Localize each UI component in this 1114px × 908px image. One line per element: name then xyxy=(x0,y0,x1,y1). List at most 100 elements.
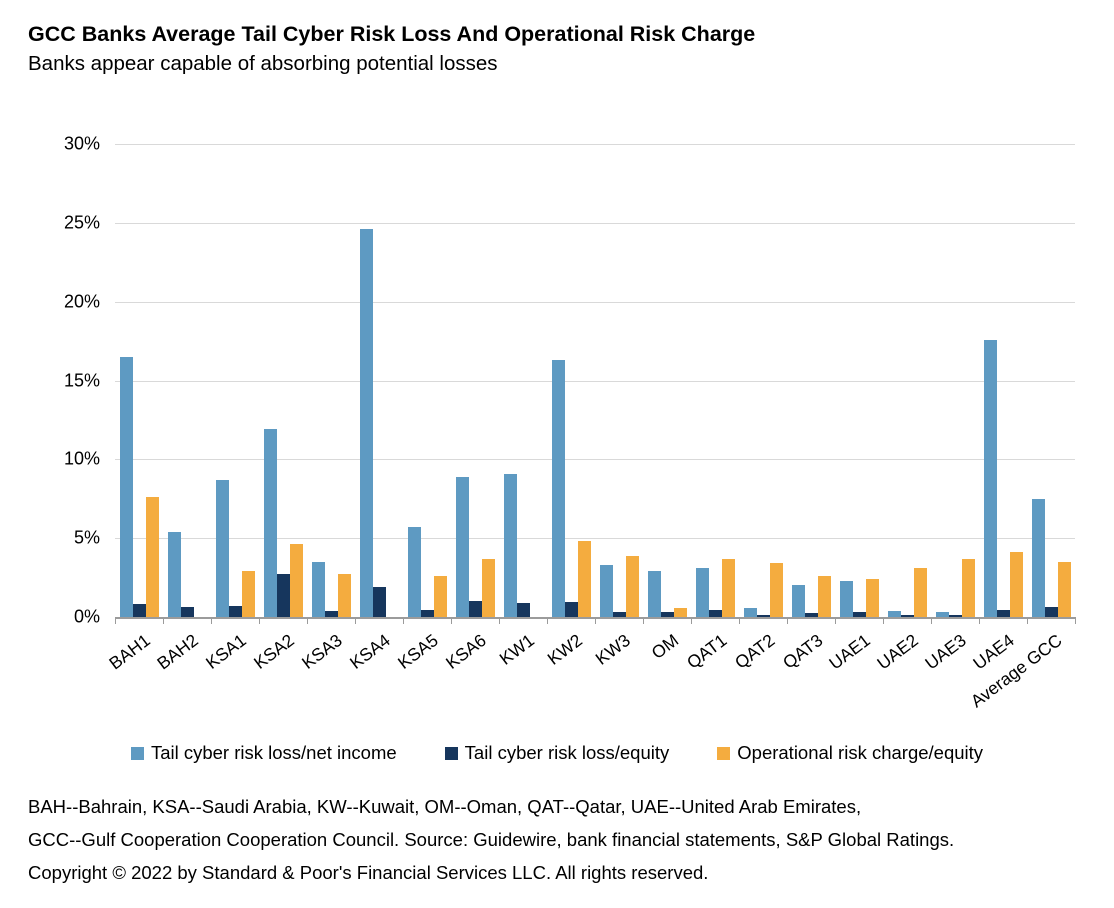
x-axis-tick xyxy=(691,619,692,624)
y-gridline xyxy=(115,144,1075,145)
y-gridline xyxy=(115,301,1075,303)
bar xyxy=(660,612,674,617)
x-tick-label: QAT3 xyxy=(778,630,827,673)
bar xyxy=(433,576,447,617)
bar xyxy=(145,497,159,617)
legend-label: Tail cyber risk loss/net income xyxy=(150,742,397,763)
x-axis-tick xyxy=(547,619,548,624)
bar xyxy=(132,604,146,617)
x-tick-label: KSA2 xyxy=(250,630,299,673)
footnotes: BAH--Bahrain, KSA--Saudi Arabia, KW--Kuw… xyxy=(28,790,954,889)
bar xyxy=(887,610,901,617)
bar xyxy=(1031,498,1045,617)
footnote-abbreviations: BAH--Bahrain, KSA--Saudi Arabia, KW--Kuw… xyxy=(28,796,862,817)
legend-label: Operational risk charge/equity xyxy=(737,742,984,763)
bar xyxy=(564,602,578,617)
bar xyxy=(119,356,133,617)
bar xyxy=(551,360,565,617)
x-axis-tick xyxy=(1027,619,1028,624)
bar xyxy=(324,611,338,617)
bar xyxy=(913,568,927,617)
bar xyxy=(1044,606,1058,617)
bar xyxy=(503,473,517,617)
x-axis-line xyxy=(115,617,1076,619)
bar xyxy=(215,479,229,617)
footnote-source: GCC--Gulf Cooperation Cooperation Counci… xyxy=(28,829,955,850)
bar xyxy=(839,580,853,617)
y-tick-label: 5% xyxy=(73,527,100,548)
bar xyxy=(167,531,181,617)
x-tick-label: KSA5 xyxy=(394,630,443,673)
x-tick-label: KSA6 xyxy=(442,630,491,673)
bar xyxy=(1057,561,1071,617)
bar xyxy=(276,574,290,617)
bar xyxy=(263,429,277,617)
x-tick-label: KW2 xyxy=(543,630,587,669)
x-axis-tick xyxy=(1075,619,1076,624)
x-axis-tick xyxy=(211,619,212,624)
x-tick-label: KW1 xyxy=(495,630,539,669)
bar xyxy=(743,607,757,617)
chart-title: GCC Banks Average Tail Cyber Risk Loss A… xyxy=(28,22,756,46)
bar xyxy=(983,339,997,617)
bar xyxy=(996,609,1010,617)
bar xyxy=(721,558,735,617)
bar xyxy=(948,615,962,617)
legend: Tail cyber risk loss/net income Tail cybe… xyxy=(0,742,1114,764)
bar xyxy=(647,571,661,617)
x-tick-label: OM xyxy=(647,630,683,663)
x-tick-label: BAH2 xyxy=(153,630,203,674)
bar xyxy=(865,579,879,617)
bar xyxy=(516,602,530,617)
bar xyxy=(289,544,303,617)
bar xyxy=(673,608,687,617)
bar xyxy=(817,576,831,617)
bar xyxy=(372,587,386,617)
x-axis-tick xyxy=(259,619,260,624)
x-axis-tick xyxy=(835,619,836,624)
bar xyxy=(769,562,783,617)
y-tick-label: 25% xyxy=(63,212,100,233)
bar xyxy=(577,541,591,617)
bar xyxy=(804,613,818,617)
footnote-copyright: Copyright © 2022 by Standard & Poor's Fi… xyxy=(28,862,709,883)
bar xyxy=(481,559,495,617)
y-tick-label: 30% xyxy=(63,133,100,154)
legend-item: Tail cyber risk loss/net income xyxy=(130,742,397,764)
bar xyxy=(180,606,194,617)
x-tick-label: QAT2 xyxy=(730,630,779,673)
bar xyxy=(311,561,325,617)
x-axis-tick xyxy=(595,619,596,624)
bar xyxy=(468,601,482,617)
bar xyxy=(359,229,373,617)
bar xyxy=(791,585,805,617)
x-tick-label: KSA3 xyxy=(298,630,347,673)
bar xyxy=(935,612,949,617)
x-axis-tick xyxy=(355,619,356,624)
x-axis-tick xyxy=(739,619,740,624)
x-axis-tick xyxy=(931,619,932,624)
x-tick-label: KW3 xyxy=(591,630,635,669)
x-tick-label: UAE1 xyxy=(825,630,875,674)
bar xyxy=(455,476,469,617)
x-axis-tick xyxy=(883,619,884,624)
x-axis-tick xyxy=(787,619,788,624)
x-tick-label: KSA4 xyxy=(346,630,395,673)
y-gridline xyxy=(115,222,1075,224)
bar xyxy=(961,558,975,617)
legend-item: Tail cyber risk loss/equity xyxy=(444,742,670,764)
x-axis-tick xyxy=(307,619,308,624)
bar xyxy=(900,615,914,617)
legend-swatch xyxy=(130,746,144,760)
x-tick-label: UAE3 xyxy=(921,630,971,674)
bar xyxy=(708,609,722,617)
y-gridline xyxy=(115,538,1075,540)
bar xyxy=(241,571,255,617)
y-tick-label: 20% xyxy=(63,291,100,312)
legend-label: Tail cyber risk loss/equity xyxy=(464,742,670,763)
bar xyxy=(420,609,434,617)
x-axis-tick xyxy=(403,619,404,624)
x-tick-label: KSA1 xyxy=(202,630,251,673)
bar xyxy=(337,574,351,617)
